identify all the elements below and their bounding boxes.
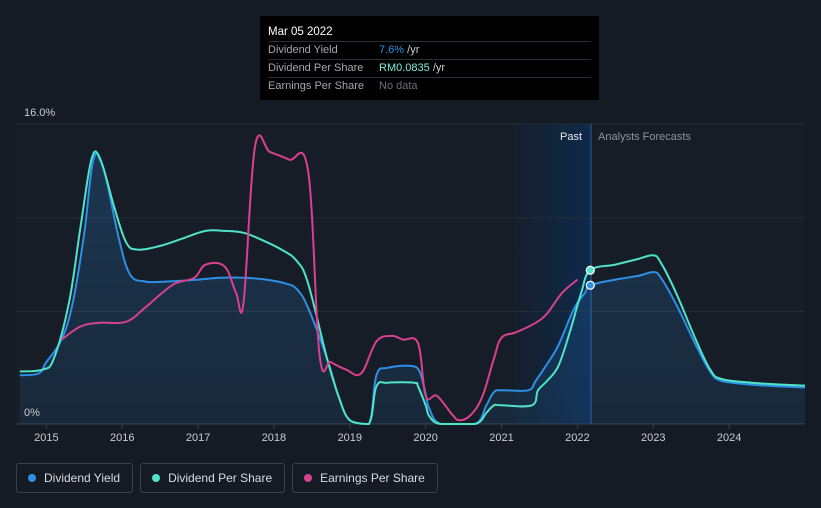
marker-dividend-yield — [585, 280, 595, 290]
tooltip-value: 7.6% /yr — [379, 42, 419, 59]
x-tick-label: 2017 — [186, 432, 210, 444]
tooltip-label: Dividend Per Share — [268, 62, 364, 74]
legend-dot-icon — [28, 474, 36, 482]
legend-label: Dividend Yield — [44, 471, 121, 485]
x-tick-label: 2023 — [641, 432, 665, 444]
x-tick-label: 2020 — [413, 432, 437, 444]
legend-dot-icon — [152, 474, 161, 482]
legend-item-dividend-yield[interactable]: Dividend Yield — [16, 463, 134, 493]
x-tick-label: 2018 — [262, 432, 286, 444]
tooltip-date: Mar 05 2022 — [268, 26, 333, 38]
x-axis: 2015 2016 2017 2018 2019 2020 2021 2022 2023 2024 — [34, 424, 741, 444]
tooltip-value-unit: /yr — [404, 44, 420, 56]
legend-label: Earnings Per Share — [320, 471, 425, 485]
tooltip-label: Earnings Per Share — [268, 80, 364, 92]
legend-dot-icon — [304, 474, 313, 482]
tooltip-value-unit: /yr — [429, 62, 446, 74]
highlight-markers — [585, 265, 595, 290]
legend-label: Dividend Per Share — [168, 471, 273, 485]
legend-item-earnings-per-share[interactable]: Earnings Per Share — [292, 463, 438, 493]
tooltip-value-number: RM0.0835 — [379, 62, 430, 74]
x-tick-label: 2019 — [338, 432, 362, 444]
x-tick-label: 2022 — [565, 432, 589, 444]
dividend-per-share-line — [19, 150, 806, 426]
tooltip-value: RM0.0835 /yr — [379, 60, 445, 77]
chart-legend: Dividend Yield Dividend Per Share Earnin… — [16, 463, 438, 493]
tooltip-row-dividend-per-share: Dividend Per Share RM0.0835 /yr — [268, 59, 591, 77]
x-tick-label: 2015 — [34, 432, 58, 444]
y-axis-top-label: 16.0% — [24, 107, 55, 119]
x-tick-label: 2016 — [110, 432, 134, 444]
legend-item-dividend-per-share[interactable]: Dividend Per Share — [140, 463, 286, 493]
earnings-per-share-line — [60, 134, 579, 422]
chart-tooltip: Mar 05 2022 Dividend Yield 7.6% /yr Divi… — [260, 16, 599, 100]
x-tick-label: 2021 — [489, 432, 513, 444]
tooltip-value-number: 7.6% — [379, 44, 405, 56]
tooltip-label: Dividend Yield — [268, 44, 338, 56]
tooltip-row-dividend-yield: Dividend Yield 7.6% /yr — [268, 41, 591, 59]
past-region-label: Past — [560, 131, 582, 143]
marker-dividend-per-share — [585, 265, 595, 275]
tooltip-no-data: No data — [379, 80, 418, 92]
y-axis-bottom-label: 0% — [24, 407, 40, 419]
x-tick-label: 2024 — [717, 432, 741, 444]
dividend-yield-area — [19, 153, 806, 425]
dividend-yield-line — [19, 152, 806, 426]
tooltip-row-earnings-per-share: Earnings Per Share No data — [268, 77, 591, 95]
analysts-forecasts-label: Analysts Forecasts — [598, 131, 691, 143]
